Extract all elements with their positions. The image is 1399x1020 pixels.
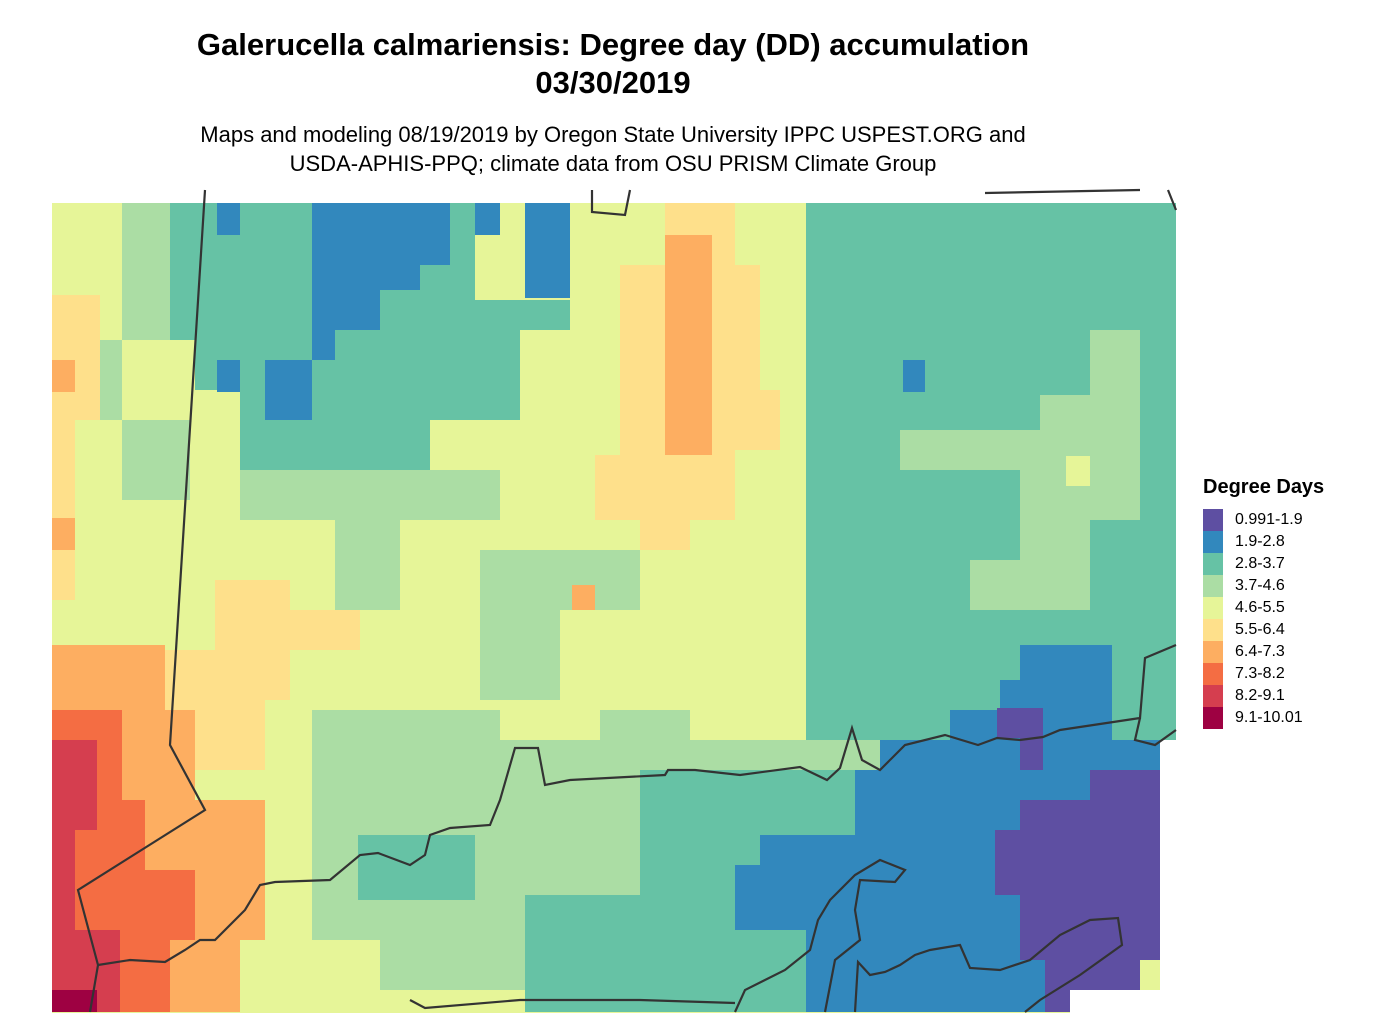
- raster-zone: [572, 585, 595, 610]
- state-boundary: [733, 858, 907, 1013]
- boundary-lines: [76, 188, 1178, 1013]
- state-boundary: [984, 188, 1141, 195]
- raster-zone: [1070, 990, 1180, 1020]
- map-subtitle-line1: Maps and modeling 08/19/2019 by Oregon S…: [200, 122, 1026, 147]
- legend-item: 6.4-7.3: [1203, 641, 1324, 663]
- legend-label: 2.8-3.7: [1235, 555, 1285, 572]
- raster-zone: [903, 360, 925, 392]
- degree-day-map: [52, 188, 1180, 1020]
- raster-zone: [217, 203, 240, 235]
- raster-zone: [480, 550, 640, 700]
- raster-zone: [52, 740, 120, 1012]
- raster-zone: [52, 990, 97, 1012]
- map-title-line1: Galerucella calmariensis: Degree day (DD…: [196, 27, 1030, 62]
- legend-item: 8.2-9.1: [1203, 685, 1324, 707]
- legend-item: 7.3-8.2: [1203, 663, 1324, 685]
- map-title: Galerucella calmariensis: Degree day (DD…: [0, 26, 1226, 102]
- legend-items: 0.991-1.9 1.9-2.8 2.8-3.7 3.7-4.6 4.6-5.5 5.5…: [1203, 509, 1324, 729]
- legend-label: 5.5-6.4: [1235, 621, 1285, 638]
- state-boundary: [590, 189, 632, 217]
- raster-layer: [52, 203, 1180, 1020]
- legend-label: 4.6-5.5: [1235, 599, 1285, 616]
- legend-swatch: [1203, 685, 1223, 707]
- legend-label: 9.1-10.01: [1235, 709, 1303, 726]
- raster-zone: [995, 770, 1160, 1012]
- map-title-date: 03/30/2019: [535, 65, 691, 100]
- legend-label: 8.2-9.1: [1235, 687, 1285, 704]
- legend-item: 2.8-3.7: [1203, 553, 1324, 575]
- legend-label: 3.7-4.6: [1235, 577, 1285, 594]
- legend-swatch: [1203, 531, 1223, 553]
- raster-zone: [217, 360, 240, 392]
- state-boundary: [76, 189, 207, 1013]
- raster-zone: [240, 470, 500, 610]
- legend-swatch: [1203, 619, 1223, 641]
- raster-zone: [900, 330, 1140, 560]
- raster-zone: [525, 770, 880, 1012]
- legend-label: 6.4-7.3: [1235, 643, 1285, 660]
- raster-zone: [100, 203, 190, 500]
- raster-zone: [358, 835, 475, 900]
- legend: Degree Days 0.991-1.9 1.9-2.8 2.8-3.7 3.7-4…: [1203, 475, 1324, 729]
- legend-swatch: [1203, 663, 1223, 685]
- raster-zone: [475, 203, 500, 235]
- legend-label: 0.991-1.9: [1235, 511, 1303, 528]
- raster-zone: [312, 203, 450, 360]
- legend-item: 0.991-1.9: [1203, 509, 1324, 531]
- legend-title: Degree Days: [1203, 476, 1325, 498]
- raster-zone: [970, 560, 1090, 610]
- state-boundary: [409, 998, 736, 1010]
- raster-zone: [1066, 456, 1090, 486]
- raster-zone: [52, 518, 75, 550]
- raster-zone: [1140, 645, 1176, 740]
- state-boundary: [853, 916, 1124, 1013]
- legend-item: 9.1-10.01: [1203, 707, 1324, 729]
- legend-item: 5.5-6.4: [1203, 619, 1324, 641]
- raster-zone: [240, 940, 312, 1012]
- legend-swatch: [1203, 641, 1223, 663]
- legend-swatch: [1203, 597, 1223, 619]
- legend-item: 4.6-5.5: [1203, 597, 1324, 619]
- raster-zone: [1160, 740, 1180, 1020]
- state-boundary: [1166, 189, 1178, 211]
- legend-item: 1.9-2.8: [1203, 531, 1324, 553]
- raster-zone: [52, 360, 75, 392]
- raster-zone: [525, 203, 570, 298]
- legend-swatch: [1203, 707, 1223, 729]
- map-subtitle: Maps and modeling 08/19/2019 by Oregon S…: [0, 120, 1226, 178]
- raster-zone: [665, 235, 712, 455]
- legend-swatch: [1203, 509, 1223, 531]
- state-boundary: [1133, 717, 1177, 747]
- legend-swatch: [1203, 575, 1223, 597]
- legend-item: 3.7-4.6: [1203, 575, 1324, 597]
- legend-label: 7.3-8.2: [1235, 665, 1285, 682]
- map-subtitle-line2: USDA-APHIS-PPQ; climate data from OSU PR…: [289, 151, 937, 176]
- state-boundary: [97, 643, 1177, 967]
- legend-swatch: [1203, 553, 1223, 575]
- raster-zone: [265, 360, 312, 420]
- legend-label: 1.9-2.8: [1235, 533, 1285, 550]
